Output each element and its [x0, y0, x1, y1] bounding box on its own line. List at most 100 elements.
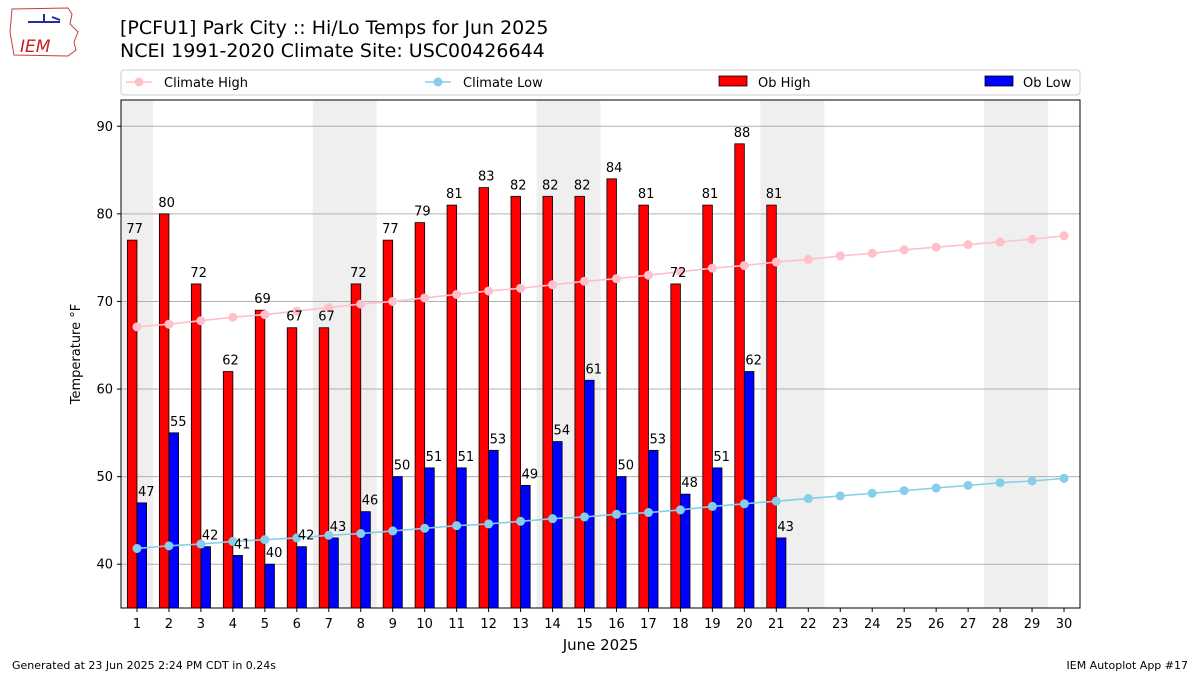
weekend-shade: [792, 100, 825, 608]
climate-high-point: [132, 322, 142, 332]
x-tick-label: 19: [704, 617, 721, 632]
ob-high-label: 82: [542, 178, 559, 193]
ob-low-label: 43: [777, 520, 794, 535]
climate-low-point: [643, 508, 653, 518]
x-tick-label: 16: [608, 617, 625, 632]
ob-low-label: 54: [554, 424, 571, 439]
climate-low-point: [899, 486, 909, 496]
climate-low-point: [356, 529, 366, 539]
ob-high-label: 82: [574, 178, 591, 193]
ob-low-bar: [743, 371, 755, 609]
legend-climate-low-marker: [433, 77, 443, 87]
climate-low-point: [675, 505, 685, 515]
y-tick-label: 70: [96, 295, 113, 310]
climate-high-point: [452, 289, 462, 299]
legend: Climate High Climate Low Ob High Ob Low: [120, 69, 1081, 96]
app-footer: IEM Autoplot App #17: [1066, 659, 1189, 672]
x-tick-label: 20: [736, 617, 753, 632]
x-tick-label: 25: [896, 617, 913, 632]
climate-high-point: [420, 293, 430, 303]
legend-climate-high-label: Climate High: [164, 76, 248, 91]
ob-low-label: 50: [617, 459, 634, 474]
climate-low-point: [388, 526, 398, 536]
ob-high-bar: [382, 239, 394, 609]
iowa-outline-icon: [9, 7, 79, 57]
ob-high-bar: [286, 327, 298, 609]
y-tick-label: 60: [96, 383, 113, 398]
ob-high-label: 80: [158, 196, 175, 211]
ob-high-bar: [734, 143, 745, 609]
x-tick-label: 14: [544, 617, 561, 632]
climate-high-point: [196, 316, 206, 326]
ob-high-label: 62: [222, 354, 239, 369]
climate-low-point: [963, 480, 973, 490]
climate-high-point: [899, 245, 909, 255]
x-tick-label: 26: [928, 617, 945, 632]
legend-box: [120, 69, 1081, 96]
climate-high-point: [963, 240, 973, 250]
climate-high-point: [931, 242, 941, 252]
climate-low-point: [196, 539, 206, 549]
ob-low-bar: [616, 476, 627, 609]
weekend-shade: [1016, 100, 1049, 608]
climate-high-point: [164, 319, 174, 329]
climate-high-point: [484, 286, 494, 296]
chart-subtitle: NCEI 1991-2020 Climate Site: USC00426644: [120, 40, 545, 62]
weekend-shade: [984, 100, 1017, 608]
plot-frame: [120, 99, 1081, 609]
ob-low-bar: [200, 546, 211, 609]
x-tick-label: 29: [1024, 617, 1041, 632]
ob-low-label: 42: [202, 529, 219, 544]
legend-ob-high-label: Ob High: [758, 76, 811, 91]
climate-low-point: [164, 541, 174, 551]
climate-high-point: [835, 251, 845, 261]
x-tick-label: 5: [261, 617, 269, 632]
ob-low-label: 50: [394, 459, 411, 474]
x-tick-label: 12: [480, 617, 497, 632]
weather-station-icon: [28, 14, 61, 23]
climate-low-point: [611, 509, 621, 519]
climate-low-point: [420, 523, 430, 533]
ob-high-bar: [510, 195, 521, 609]
ob-high-label: 72: [350, 266, 367, 281]
generated-footer: Generated at 23 Jun 2025 2:24 PM CDT in …: [12, 659, 277, 672]
ob-high-bar: [254, 309, 266, 609]
ob-high-bar: [542, 195, 553, 609]
iem-logo-icon: IEM: [9, 7, 79, 57]
ob-low-label: 47: [138, 485, 155, 500]
x-tick-label: 4: [229, 617, 237, 632]
x-tick-label: 13: [512, 617, 529, 632]
x-tick-label: 8: [357, 617, 365, 632]
chart-title: [PCFU1] Park City :: Hi/Lo Temps for Jun…: [120, 17, 549, 39]
ob-high-label: 77: [382, 222, 399, 237]
climate-low-point: [707, 501, 717, 511]
x-tick-label: 15: [576, 617, 593, 632]
y-tick-label: 40: [96, 558, 113, 573]
ob-low-bar: [552, 441, 563, 609]
ob-low-label: 43: [330, 520, 347, 535]
climate-low-point: [835, 491, 845, 501]
ob-high-label: 67: [286, 310, 303, 325]
x-tick-label: 22: [800, 617, 817, 632]
climate-high-point: [707, 263, 717, 273]
climate-high-point: [548, 280, 558, 290]
ob-high-bar: [318, 327, 330, 609]
ob-low-label: 51: [713, 450, 730, 465]
x-tick-label: 1: [133, 617, 141, 632]
ob-low-label: 41: [234, 537, 251, 552]
x-tick-label: 23: [832, 617, 849, 632]
ob-low-label: 46: [362, 494, 379, 509]
climate-low-point: [228, 536, 238, 546]
legend-climate-low-label: Climate Low: [463, 76, 543, 91]
ob-low-label: 62: [745, 354, 762, 369]
legend-ob-high-swatch: [718, 75, 748, 87]
y-axis-label: Temperature °F: [69, 304, 84, 405]
ob-low-bar: [711, 467, 723, 609]
x-tick-label: 17: [640, 617, 657, 632]
ob-high-label: 84: [606, 161, 623, 176]
y-tick-label: 80: [96, 207, 113, 222]
ob-high-label: 81: [446, 187, 463, 202]
climate-high-point: [867, 248, 877, 258]
ob-low-bar: [360, 511, 371, 609]
ob-high-label: 88: [734, 126, 751, 141]
